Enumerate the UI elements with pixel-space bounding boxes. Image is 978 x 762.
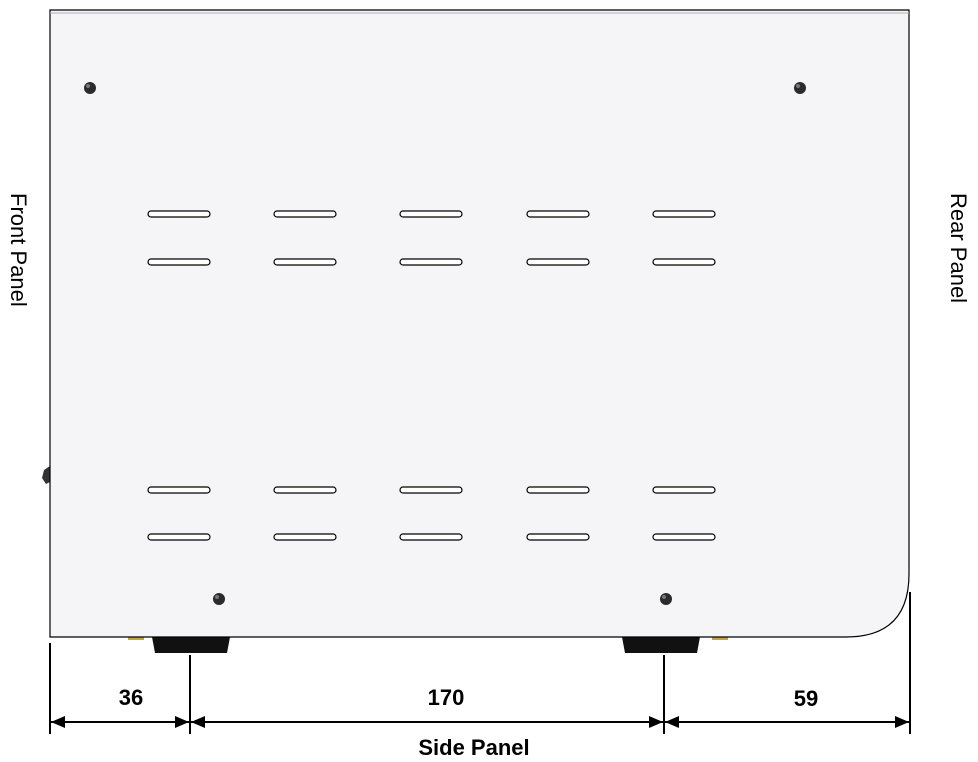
- vent-slot: [526, 258, 590, 266]
- dimension-value-36: 36: [119, 685, 143, 710]
- rear-foot: [622, 637, 700, 653]
- vent-slot: [147, 258, 211, 266]
- screw-top-left: [84, 82, 96, 94]
- vent-slot: [526, 210, 590, 218]
- dimension-value-170: 170: [428, 685, 465, 710]
- vent-slot: [273, 486, 337, 494]
- vent-slot: [652, 210, 716, 218]
- vent-slot: [399, 533, 463, 541]
- dimension-value-59: 59: [794, 686, 818, 711]
- vent-slot: [399, 258, 463, 266]
- vent-slot: [147, 486, 211, 494]
- screw-top-right: [794, 82, 806, 94]
- vent-slot: [399, 210, 463, 218]
- side-panel: [49, 9, 910, 638]
- vent-slot: [526, 486, 590, 494]
- vent-slot: [273, 210, 337, 218]
- side-panel-label: Side Panel: [418, 735, 529, 760]
- vent-slot: [526, 533, 590, 541]
- vent-slot: [399, 486, 463, 494]
- screw-bottom-left: [213, 593, 225, 605]
- screw-bottom-right: [660, 593, 672, 605]
- front-foot: [152, 637, 230, 653]
- dimension-line-36: [50, 716, 190, 728]
- rear-panel-label: Rear Panel: [946, 193, 971, 303]
- vent-slots: [147, 210, 716, 541]
- vent-slot: [652, 533, 716, 541]
- front-panel-label: Front Panel: [6, 193, 31, 307]
- vent-slot: [147, 210, 211, 218]
- dimension-line-170: [190, 716, 664, 728]
- vent-slot: [652, 258, 716, 266]
- vent-slot: [147, 533, 211, 541]
- vent-slot: [273, 533, 337, 541]
- vent-slot: [273, 258, 337, 266]
- front-knob: [42, 466, 50, 484]
- vent-slot: [652, 486, 716, 494]
- dimension-line-59: [664, 716, 910, 728]
